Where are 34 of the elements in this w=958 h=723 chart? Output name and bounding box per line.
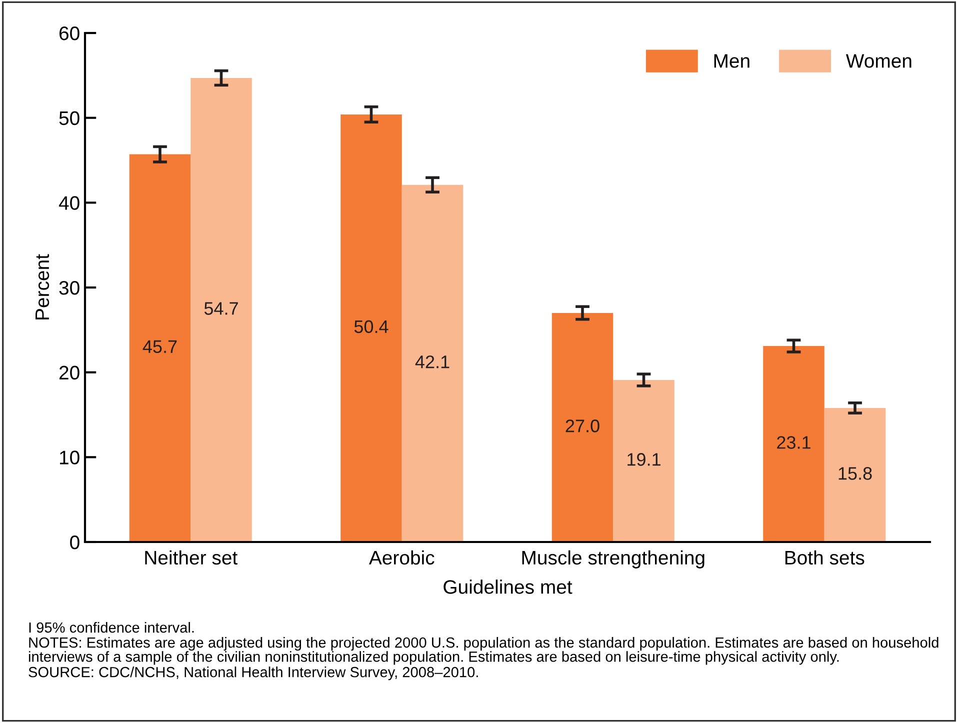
y-tick-label: 0: [70, 535, 80, 550]
data-label: 50.4: [354, 320, 388, 334]
bar: [552, 312, 614, 542]
legend-label: Women: [846, 54, 912, 68]
data-label: 15.8: [838, 467, 872, 480]
text: I 95% confidence interval.: [29, 622, 194, 633]
x-tick-label: Muscle strengthening: [522, 550, 704, 568]
x-tick-label: Neither set: [145, 550, 238, 565]
legend-label: Men: [714, 54, 750, 68]
text: NOTES: Estimates are age adjusted using the projected 2000 U.S. population as the standard population. Estimates are based on household interviews of a sample of the civilian noninstitutionalized population. Estimates are based on leisure-time physical activity only.: [28, 637, 938, 665]
data-label: 27.0: [566, 420, 600, 432]
bar: [190, 78, 252, 542]
x-tick-label: Both sets: [785, 550, 864, 565]
x-axis-title: Guidelines met: [444, 580, 572, 594]
data-label: 42.1: [415, 355, 450, 368]
data-label: 45.7: [142, 340, 177, 354]
data-label: 23.1: [777, 436, 810, 449]
y-axis-title: Percent: [36, 254, 50, 320]
y-tick-label: 40: [58, 196, 80, 210]
bar: [402, 184, 464, 542]
x-tick-label: Aerobic: [368, 550, 434, 565]
y-tick-label: 10: [60, 450, 80, 464]
source-note: SOURCE: CDC/NCHS, National Health Interview Survey, 2008–2010.: [28, 666, 478, 680]
bar: [613, 380, 674, 542]
y-tick-label: 30: [59, 280, 80, 295]
y-tick-label: 20: [59, 366, 80, 380]
bar: [340, 114, 402, 542]
data-label: 54.7: [204, 302, 238, 315]
bar: [763, 346, 824, 542]
data-label: 19.1: [628, 453, 660, 466]
bar: [824, 408, 886, 542]
bar: [129, 154, 191, 542]
y-tick-label: 60: [60, 26, 80, 40]
y-tick-label: 50: [59, 111, 80, 126]
